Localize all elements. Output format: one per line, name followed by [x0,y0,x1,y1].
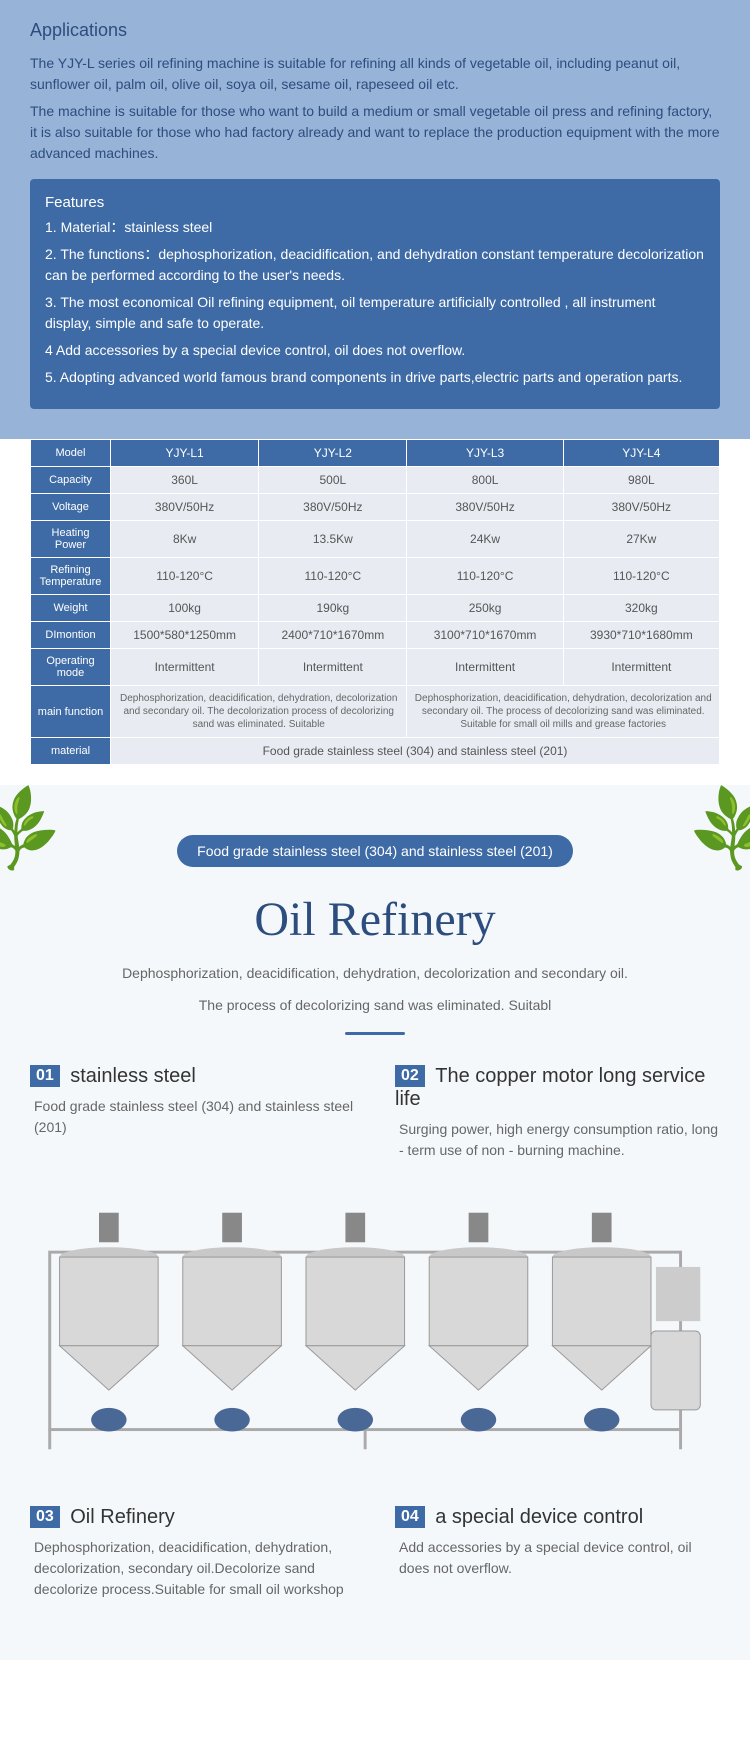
feat-desc-01: Food grade stainless steel (304) and sta… [34,1096,355,1138]
feat-02: 02 The copper motor long service life Su… [395,1065,720,1161]
label-func: main function [31,686,111,738]
label-power: Heating Power [31,521,111,558]
features-box: Features 1. Material：stainless steel 2. … [30,179,720,409]
model-1: YJY-L1 [111,440,259,467]
applications-header: Applications The YJY-L series oil refini… [0,0,750,439]
material-val: Food grade stainless steel (304) and sta… [111,738,720,765]
oil-refinery-section: 🌿 🌿 Food grade stainless steel (304) and… [0,785,750,1660]
machine-illustration [30,1191,720,1476]
feature-4: 4 Add accessories by a special device co… [45,340,705,361]
oil-refinery-title: Oil Refinery [30,892,720,947]
feat-desc-03: Dephosphorization, deacidification, dehy… [34,1537,355,1600]
divider [345,1032,405,1035]
feature-5: 5. Adopting advanced world famous brand … [45,367,705,388]
applications-p1: The YJY-L series oil refining machine is… [30,53,720,95]
feat-title-03: Oil Refinery [70,1506,174,1528]
applications-title: Applications [30,20,720,41]
model-2: YJY-L2 [259,440,407,467]
feat-num-02: 02 [395,1065,425,1087]
model-3: YJY-L3 [407,440,563,467]
feature-row-1: 01 stainless steel Food grade stainless … [30,1065,720,1161]
feat-num-03: 03 [30,1506,60,1528]
features-title: Features [45,194,705,211]
label-weight: Weight [31,595,111,622]
feat-title-04: a special device control [435,1506,643,1528]
func-1: Dephosphorization, deacidification, dehy… [111,686,407,738]
func-2: Dephosphorization, deacidification, dehy… [407,686,720,738]
feat-01: 01 stainless steel Food grade stainless … [30,1065,355,1161]
feat-num-01: 01 [30,1065,60,1087]
feature-3: 3. The most economical Oil refining equi… [45,292,705,334]
label-model: Model [31,440,111,467]
feature-2: 2. The functions：dephosphorization, deac… [45,244,705,286]
label-voltage: Voltage [31,494,111,521]
material-pill: Food grade stainless steel (304) and sta… [177,835,573,867]
feat-title-01: stainless steel [70,1065,196,1087]
feat-desc-02: Surging power, high energy consumption r… [399,1119,720,1161]
label-dim: DImontion [31,622,111,649]
feat-desc-04: Add accessories by a special device cont… [399,1537,720,1579]
model-4: YJY-L4 [563,440,719,467]
applications-p2: The machine is suitable for those who wa… [30,101,720,164]
feature-row-2: 03 Oil Refinery Dephosphorization, deaci… [30,1506,720,1600]
feature-1: 1. Material：stainless steel [45,217,705,238]
feat-04: 04 a special device control Add accessor… [395,1506,720,1600]
label-material: material [31,738,111,765]
feat-title-02: The copper motor long service life [395,1065,705,1110]
label-mode: Operating mode [31,649,111,686]
feat-num-04: 04 [395,1506,425,1528]
spec-table: Model YJY-L1 YJY-L2 YJY-L3 YJY-L4 Capaci… [30,439,720,765]
label-temp: Refining Temperature [31,558,111,595]
subtitle-2: The process of decolorizing sand was eli… [30,994,720,1016]
refinery-machine-icon [30,1191,720,1471]
feat-03: 03 Oil Refinery Dephosphorization, deaci… [30,1506,355,1600]
label-capacity: Capacity [31,467,111,494]
subtitle-1: Dephosphorization, deacidification, dehy… [30,962,720,984]
